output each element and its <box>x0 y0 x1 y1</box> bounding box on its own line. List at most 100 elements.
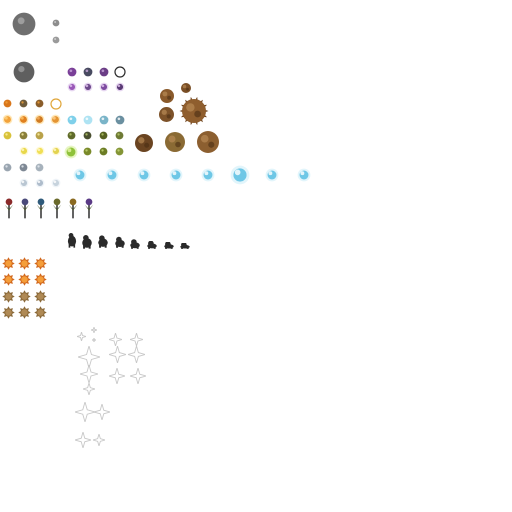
shadow-creature <box>130 239 140 249</box>
flower-sprout <box>84 198 94 219</box>
shadow-creature <box>147 241 157 249</box>
gray-orb-large <box>12 12 36 36</box>
shadow-creature <box>98 235 108 248</box>
green-orb <box>99 131 108 140</box>
ember-orb-glow <box>2 114 13 125</box>
dust-burst <box>18 290 31 303</box>
flower-sprout <box>36 198 46 219</box>
ice-orb <box>115 115 125 125</box>
ice-orb <box>83 115 93 125</box>
ice-orb <box>67 115 77 125</box>
fire-burst <box>34 273 47 286</box>
gold-orb-glow <box>35 146 45 156</box>
spore-medium <box>197 131 219 153</box>
spore-spiky <box>179 96 209 126</box>
spore-small <box>159 107 174 122</box>
green-orb <box>67 131 76 140</box>
ice-orb <box>99 115 109 125</box>
gray-orb-tiny <box>52 36 60 44</box>
ember-orb-hollow <box>50 98 62 110</box>
sparkle <box>128 346 145 363</box>
ice-orb-glow <box>230 165 250 185</box>
sparkle <box>109 346 126 363</box>
violet-orb <box>99 82 109 92</box>
ember-orb <box>19 99 28 108</box>
steel-orb-glow <box>51 178 61 188</box>
ice-orb-glow <box>297 168 311 182</box>
ice-orb-glow <box>201 168 215 182</box>
ice-orb-glow <box>73 168 87 182</box>
violet-orb <box>115 82 125 92</box>
steel-orb-glow <box>19 178 29 188</box>
spore-medium <box>135 134 153 152</box>
shadow-creature <box>115 236 125 248</box>
gold-orb-glow <box>51 146 61 156</box>
flower-sprout <box>4 198 14 219</box>
shadow-creature <box>180 243 190 249</box>
gray-orb-medium <box>13 61 35 83</box>
sparkle <box>80 365 98 383</box>
gold-orb <box>3 131 12 140</box>
green-orb-glow <box>64 145 78 159</box>
ember-orb-glow <box>50 114 61 125</box>
fire-burst <box>2 273 15 286</box>
sparkle <box>77 332 86 341</box>
steel-orb-glow <box>35 178 45 188</box>
steel-orb <box>35 163 44 172</box>
sparkle <box>94 404 110 420</box>
dust-burst <box>34 306 47 319</box>
fire-burst <box>18 257 31 270</box>
sparkle <box>130 368 146 384</box>
gold-orb-glow <box>19 146 29 156</box>
ember-orb <box>3 99 12 108</box>
ice-orb-glow <box>265 168 279 182</box>
gold-orb <box>35 131 44 140</box>
flower-sprout <box>52 198 62 219</box>
violet-orb <box>83 67 93 77</box>
green-orb <box>83 131 92 140</box>
green-orb <box>83 147 92 156</box>
ember-orb-glow <box>34 114 45 125</box>
sparkle <box>109 368 125 384</box>
dust-burst <box>2 290 15 303</box>
green-orb <box>115 147 124 156</box>
gray-orb-tiny <box>52 19 60 27</box>
sparkle <box>93 434 105 446</box>
green-orb <box>115 131 124 140</box>
sparkle <box>91 327 97 333</box>
ember-orb-glow <box>18 114 29 125</box>
green-orb <box>99 147 108 156</box>
dust-burst <box>34 290 47 303</box>
steel-orb <box>19 163 28 172</box>
flower-sprout <box>68 198 78 219</box>
steel-orb <box>3 163 12 172</box>
sparkle <box>83 383 95 395</box>
violet-orb <box>99 67 109 77</box>
sparkle <box>75 432 91 448</box>
fire-burst <box>2 257 15 270</box>
sparkle <box>78 346 100 368</box>
violet-orb <box>67 67 77 77</box>
dust-burst <box>18 306 31 319</box>
ice-orb-glow <box>105 168 119 182</box>
shadow-creature <box>67 233 77 248</box>
shadow-creature <box>82 235 92 249</box>
fire-burst <box>34 257 47 270</box>
violet-orb <box>67 82 77 92</box>
fire-burst <box>18 273 31 286</box>
flower-sprout <box>20 198 30 219</box>
dust-burst <box>2 306 15 319</box>
spore-small <box>181 83 191 93</box>
ice-orb-glow <box>137 168 151 182</box>
shadow-creature <box>164 242 174 249</box>
violet-orb <box>83 82 93 92</box>
gold-orb <box>19 131 28 140</box>
sparkle <box>130 333 143 346</box>
sparkle <box>92 338 96 342</box>
violet-orb-hollow <box>114 66 126 78</box>
sparkle <box>75 402 95 422</box>
ice-orb-glow <box>169 168 183 182</box>
spore-small <box>160 89 174 103</box>
ember-orb <box>35 99 44 108</box>
